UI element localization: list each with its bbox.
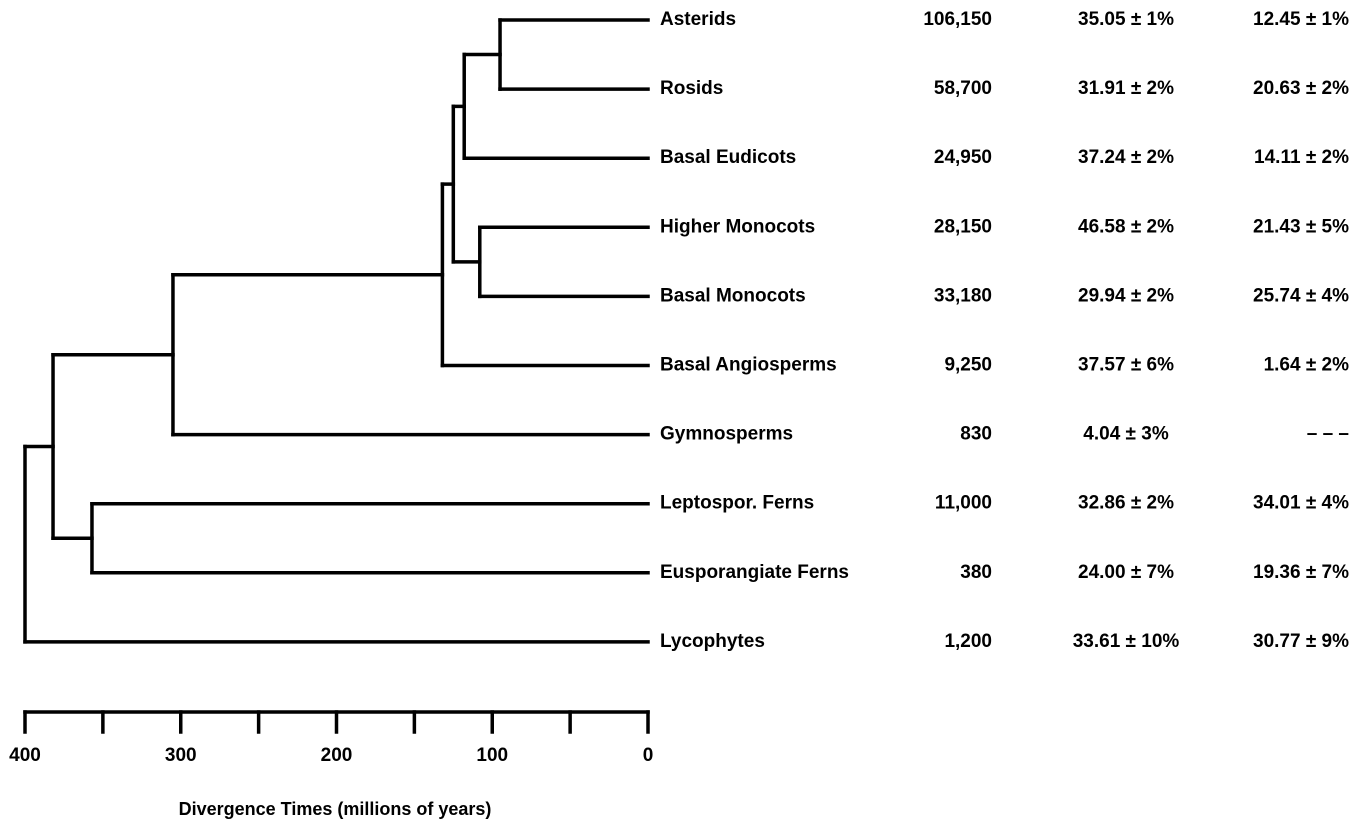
tree-branches: [23, 18, 650, 644]
tick-label: 200: [321, 745, 353, 766]
taxon-name: Asterids: [660, 9, 736, 30]
species-count: 11,000: [935, 493, 992, 514]
value-a: 37.57 ± 6%: [1078, 355, 1174, 376]
species-count: 380: [960, 562, 992, 583]
taxon-name: Higher Monocots: [660, 216, 815, 237]
taxon-name: Rosids: [660, 78, 723, 99]
tick-label: 300: [165, 745, 197, 766]
tick-label: 0: [643, 745, 654, 766]
species-count: 1,200: [944, 631, 992, 652]
value-b: 1.64 ± 2%: [1264, 355, 1350, 376]
value-b: – – –: [1307, 424, 1349, 445]
value-a: 4.04 ± 3%: [1083, 424, 1169, 445]
value-b: 19.36 ± 7%: [1253, 562, 1349, 583]
taxon-name: Basal Monocots: [660, 285, 806, 306]
species-count: 9,250: [944, 355, 992, 376]
species-count: 33,180: [934, 285, 992, 306]
taxon-name: Basal Eudicots: [660, 147, 796, 168]
value-a: 37.24 ± 2%: [1078, 147, 1174, 168]
value-b: 30.77 ± 9%: [1253, 631, 1349, 652]
value-b: 21.43 ± 5%: [1253, 216, 1349, 237]
value-b: 34.01 ± 4%: [1253, 493, 1349, 514]
value-a: 31.91 ± 2%: [1078, 78, 1174, 99]
value-b: 25.74 ± 4%: [1253, 285, 1349, 306]
species-count: 58,700: [934, 78, 992, 99]
value-a: 24.00 ± 7%: [1078, 562, 1174, 583]
value-a: 29.94 ± 2%: [1078, 285, 1174, 306]
value-b: 12.45 ± 1%: [1253, 9, 1349, 30]
value-a: 35.05 ± 1%: [1078, 9, 1174, 30]
taxon-name: Lycophytes: [660, 631, 765, 652]
value-a: 46.58 ± 2%: [1078, 216, 1174, 237]
value-a: 32.86 ± 2%: [1078, 493, 1174, 514]
species-count: 830: [960, 424, 992, 445]
taxon-name: Basal Angiosperms: [660, 355, 837, 376]
axis-title: Divergence Times (millions of years): [179, 799, 492, 819]
species-count: 28,150: [934, 216, 992, 237]
time-axis: 400 300 200 100 0: [9, 710, 654, 766]
tick-label: 400: [9, 745, 41, 766]
taxon-name: Leptospor. Ferns: [660, 493, 814, 514]
taxon-name: Gymnosperms: [660, 424, 793, 445]
value-a: 33.61 ± 10%: [1073, 631, 1180, 652]
taxon-name: Eusporangiate Ferns: [660, 562, 849, 583]
taxon-table: Asterids 106,150 35.05 ± 1% 12.45 ± 1% Rosid…: [660, 9, 1349, 652]
value-b: 14.11 ± 2%: [1254, 147, 1349, 168]
value-b: 20.63 ± 2%: [1253, 78, 1349, 99]
tick-label: 100: [476, 745, 508, 766]
species-count: 106,150: [923, 9, 992, 30]
species-count: 24,950: [934, 147, 992, 168]
